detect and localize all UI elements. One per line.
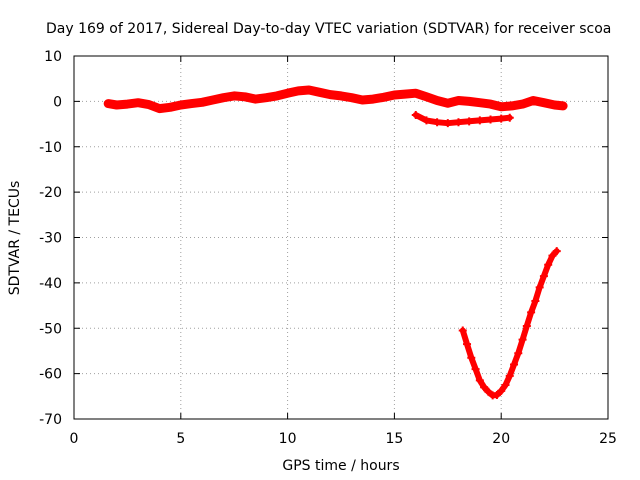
y-tick-label: 0	[53, 94, 62, 110]
data-point	[497, 386, 506, 395]
data-point	[411, 89, 420, 98]
y-tick-label: -10	[39, 140, 62, 156]
data-point	[369, 95, 378, 104]
data-point	[492, 390, 501, 399]
data-point	[550, 101, 559, 110]
y-tick-label: -50	[39, 321, 62, 337]
data-point	[304, 86, 313, 95]
data-point	[514, 349, 523, 358]
data-point	[443, 119, 452, 128]
data-point	[501, 380, 510, 389]
series-line-track-2	[412, 112, 513, 127]
data-point	[465, 97, 474, 106]
data-point	[230, 91, 239, 100]
data-point	[539, 272, 548, 281]
data-point	[475, 116, 484, 125]
x-tick-label: 10	[279, 431, 297, 447]
data-point	[433, 118, 442, 127]
data-point	[347, 93, 356, 102]
data-point	[176, 101, 185, 110]
data-point	[422, 116, 431, 125]
data-point	[463, 340, 472, 349]
data-point	[475, 98, 484, 107]
data-point	[467, 353, 476, 362]
data-point	[123, 100, 132, 109]
data-point	[458, 326, 467, 335]
data-point	[326, 90, 335, 99]
y-tick-label: -30	[39, 231, 62, 247]
data-point	[522, 321, 531, 330]
tick-layer: 0 5 10 15 20 25 10 0 -10 -20 -30 -40 -50 -60 -70	[39, 49, 617, 447]
data-point	[390, 91, 399, 100]
data-point	[527, 308, 536, 317]
data-point	[471, 365, 480, 374]
data-point	[465, 117, 474, 126]
data-point	[529, 96, 538, 105]
data-point	[518, 100, 527, 109]
data-point	[454, 96, 463, 105]
data-point	[166, 103, 175, 112]
data-point	[505, 113, 514, 122]
data-point	[240, 92, 249, 101]
x-tick-label: 5	[176, 431, 185, 447]
data-point	[559, 101, 568, 110]
y-tick-label: 10	[44, 49, 62, 65]
data-point	[486, 115, 495, 124]
data-point	[294, 86, 303, 95]
data-point	[518, 335, 527, 344]
data-point	[208, 96, 217, 105]
data-point	[411, 110, 420, 119]
data-point	[531, 297, 540, 306]
data-point	[507, 101, 516, 110]
data-point	[539, 98, 548, 107]
x-tick-label: 15	[385, 431, 403, 447]
data-point	[187, 99, 196, 108]
data-point	[104, 99, 113, 108]
x-tick-label: 0	[70, 431, 79, 447]
data-point	[198, 98, 207, 107]
data-point	[443, 99, 452, 108]
data-point	[505, 371, 514, 380]
data-point	[134, 98, 143, 107]
series-layer	[103, 85, 568, 400]
data-point	[315, 88, 324, 97]
data-point	[283, 89, 292, 98]
data-point	[379, 93, 388, 102]
data-point	[112, 101, 121, 110]
data-point	[486, 100, 495, 109]
data-point	[510, 360, 519, 369]
x-tick-label: 25	[599, 431, 617, 447]
data-point	[454, 118, 463, 127]
data-point	[422, 92, 431, 101]
data-point	[544, 260, 553, 269]
data-point	[433, 96, 442, 105]
data-point	[552, 247, 561, 256]
data-point	[401, 90, 410, 99]
y-tick-label: -20	[39, 185, 62, 201]
data-point	[272, 91, 281, 100]
data-point	[475, 376, 484, 385]
data-point	[535, 283, 544, 292]
data-point	[484, 387, 493, 396]
data-point	[337, 91, 345, 100]
data-point	[219, 93, 228, 102]
data-point	[144, 100, 153, 109]
data-point	[262, 93, 271, 102]
data-point	[358, 96, 367, 105]
data-point	[155, 104, 164, 113]
y-tick-label: -60	[39, 367, 62, 383]
y-axis-label: SDTVAR / TECUs	[7, 181, 23, 296]
y-tick-label: -70	[39, 412, 62, 428]
y-tick-label: -40	[39, 276, 62, 292]
data-point	[480, 383, 489, 392]
data-point	[497, 114, 506, 123]
data-point	[497, 102, 506, 111]
data-point	[251, 95, 260, 104]
chart-title: Day 169 of 2017, Sidereal Day-to-day VTE…	[46, 21, 611, 37]
x-axis-label: GPS time / hours	[282, 458, 399, 474]
data-point	[548, 251, 557, 260]
x-tick-label: 20	[492, 431, 510, 447]
